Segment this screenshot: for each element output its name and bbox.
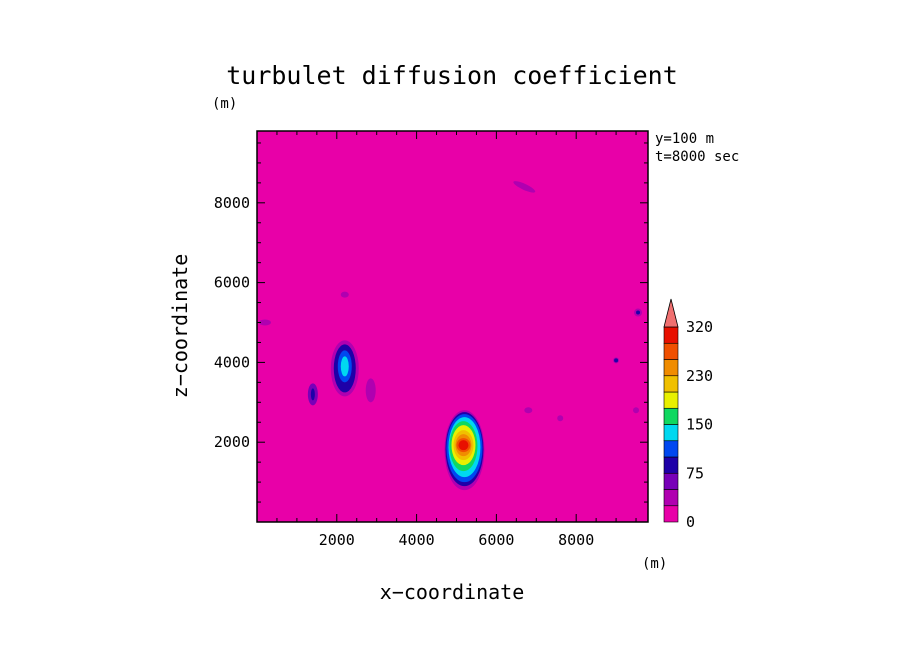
contour-level — [636, 310, 641, 315]
contour-level — [633, 407, 640, 414]
colorbar-segment — [663, 391, 679, 409]
contour-level — [614, 358, 619, 363]
contour-feature — [365, 378, 376, 403]
contour-feature — [258, 319, 271, 326]
contour-level — [258, 319, 271, 326]
contour-level — [458, 440, 469, 451]
y-tick-label: 4000 — [214, 353, 250, 371]
annotation-t: t=8000 sec — [655, 149, 739, 165]
contour-feature — [524, 407, 533, 414]
colorbar-tick-label: 150 — [686, 416, 713, 434]
x-axis-label: x−coordinate — [380, 580, 525, 604]
colorbar-segment — [663, 342, 679, 360]
contour-feature — [340, 291, 349, 298]
colorbar-segment — [663, 407, 679, 425]
plot-frame — [256, 130, 649, 523]
x-tick-label: 2000 — [319, 531, 355, 549]
contour-level — [340, 291, 349, 298]
colorbar-segment — [663, 424, 679, 442]
contour-feature — [444, 410, 485, 491]
contour-feature — [634, 308, 643, 317]
colorbar-segment — [663, 489, 679, 507]
contour-level — [557, 415, 564, 422]
contour-feature — [513, 181, 536, 193]
contour-level — [310, 388, 315, 401]
contour-level — [513, 181, 536, 193]
colorbar-segment — [663, 456, 679, 474]
chart-title: turbulet diffusion coefficient — [226, 61, 678, 90]
plot-area: 2000 4000 6000 8000 2000 4000 6000 8000 — [214, 130, 649, 549]
contour-feature — [307, 383, 318, 406]
x-tick-label: 6000 — [478, 531, 514, 549]
contour-feature — [633, 407, 640, 414]
colorbar-segment — [663, 505, 679, 523]
x-unit-label: (m) — [642, 556, 667, 572]
colorbar-tick-label: 320 — [686, 318, 713, 336]
y-tick-label: 6000 — [214, 274, 250, 292]
colorbar-segment — [663, 359, 679, 377]
contour-level — [524, 407, 533, 414]
annotation-y: y=100 m — [655, 131, 714, 147]
colorbar: 0 75 150 230 320 — [663, 298, 713, 531]
contour-level — [340, 356, 349, 377]
colorbar-tick-label: 0 — [686, 513, 695, 531]
x-tick-label: 8000 — [558, 531, 594, 549]
y-axis-label: z−coordinate — [168, 254, 192, 399]
y-unit-label: (m) — [212, 96, 237, 112]
colorbar-segment — [663, 326, 679, 344]
colorbar-tick-label: 75 — [686, 464, 704, 482]
contour-feature — [330, 340, 359, 397]
colorbar-extend-arrow — [663, 298, 679, 328]
contour-level — [365, 378, 376, 403]
y-tick-label: 2000 — [214, 433, 250, 451]
y-tick-label: 8000 — [214, 194, 250, 212]
contour-feature — [557, 415, 564, 422]
colorbar-segment — [663, 375, 679, 393]
contour-feature — [613, 357, 620, 364]
colorbar-segment — [663, 440, 679, 458]
x-tick-label: 4000 — [399, 531, 435, 549]
colorbar-tick-label: 230 — [686, 367, 713, 385]
colorbar-segment — [663, 472, 679, 490]
